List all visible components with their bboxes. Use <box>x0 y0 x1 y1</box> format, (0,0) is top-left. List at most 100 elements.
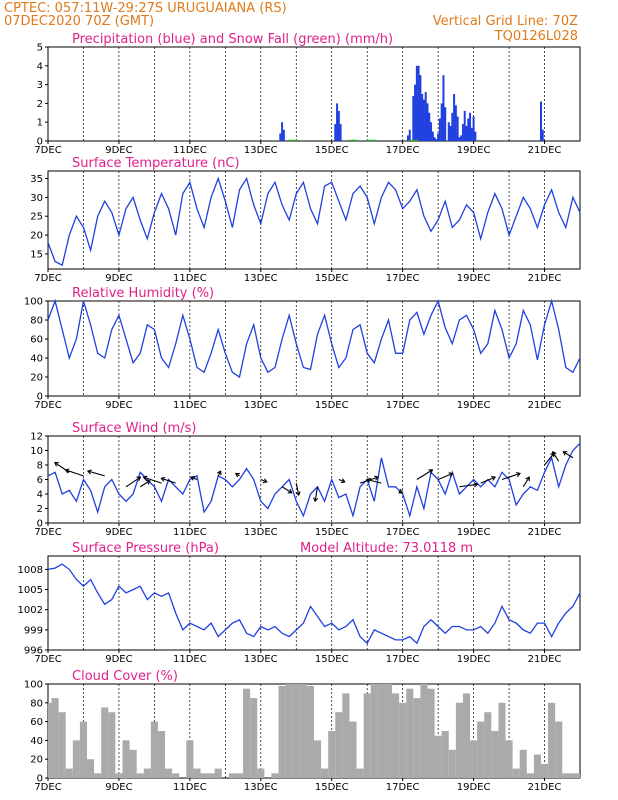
y-tick-label: 8 <box>37 461 43 472</box>
y-tick-label: 30 <box>30 193 43 204</box>
cloud-bar <box>58 712 66 778</box>
snow-bar <box>366 139 373 141</box>
y-tick-label: 5 <box>37 43 43 54</box>
cloud-bar <box>462 693 471 778</box>
cloud-bar <box>342 693 350 778</box>
x-tick-label: 21DEC <box>528 273 562 284</box>
precip-bar <box>339 124 342 141</box>
pressure-line <box>47 563 581 645</box>
wind-vector-head <box>525 476 530 482</box>
wind-vector <box>314 486 319 502</box>
cloud-bar <box>51 698 59 778</box>
x-tick-label: 21DEC <box>528 654 562 665</box>
wind-vector-head <box>287 488 293 494</box>
cloud-bar <box>491 731 499 778</box>
cloud-bar <box>477 721 485 778</box>
cloud-bar <box>65 768 73 778</box>
cloud-bar <box>172 773 180 778</box>
precip-bar <box>447 122 450 141</box>
wind-vector <box>459 483 478 488</box>
y-tick-label: 6 <box>37 475 43 486</box>
wind-vector-head <box>54 462 59 467</box>
y-tick-label: 996 <box>24 646 43 657</box>
cloud-bar <box>79 721 88 778</box>
cloud-bar <box>356 768 364 778</box>
wind-vector <box>143 476 162 484</box>
cloud-bar <box>576 773 580 778</box>
precip-bar <box>449 125 452 141</box>
x-tick-label: 17DEC <box>386 782 420 793</box>
cloud-bar <box>569 773 577 778</box>
cloud-bar <box>200 773 208 778</box>
x-tick-label: 7DEC <box>34 400 61 411</box>
cloud-bar <box>505 740 513 778</box>
cloud-bar <box>87 759 95 778</box>
y-tick-label: 1008 <box>18 565 43 576</box>
y-tick-label: 20 <box>30 373 43 384</box>
y-tick-label: 60 <box>30 335 43 346</box>
cloud-bar <box>129 749 137 778</box>
cloud-bar <box>420 684 428 778</box>
cloud-bar <box>314 740 322 778</box>
cloud-bar <box>271 773 279 778</box>
wind-vector-head <box>136 476 142 482</box>
cloud-bar <box>143 768 151 778</box>
snow-bar <box>369 139 376 141</box>
cloud-bar <box>243 688 251 778</box>
precip-bar <box>438 118 441 141</box>
x-tick-label: 15DEC <box>315 782 349 793</box>
precip-bar <box>281 122 284 141</box>
y-tick-label: 2 <box>37 99 43 110</box>
precip-bar <box>435 139 438 141</box>
wind-vector-head <box>160 476 166 482</box>
wind-vector <box>260 478 268 483</box>
wind-vector-head <box>190 475 195 481</box>
y-tick-label: 40 <box>30 354 43 365</box>
cloud-bar <box>470 740 478 778</box>
cloud-bar <box>228 773 236 778</box>
x-tick-label: 19DEC <box>457 145 491 156</box>
wind-vector-head <box>340 478 346 484</box>
x-tick-label: 21DEC <box>528 145 562 156</box>
cloud-bar <box>136 773 144 778</box>
x-tick-label: 21DEC <box>528 527 562 538</box>
panel-cloud: 0 20 40 60 80 100 7DEC 9DEC 11DEC 13DEC 15DEC 17DEC… <box>24 669 581 793</box>
precip-bar <box>336 103 339 141</box>
precip-bar <box>419 75 422 141</box>
wind-vector-head <box>86 469 92 475</box>
y-tick-label: 3 <box>37 80 43 91</box>
cloud-bar <box>555 721 563 778</box>
cloud-bar <box>306 685 314 778</box>
x-tick-label: 13DEC <box>244 527 278 538</box>
x-tick-label: 13DEC <box>244 400 278 411</box>
x-tick-label: 17DEC <box>386 400 420 411</box>
panel-title: Cloud Cover (%) <box>72 669 178 684</box>
y-tick-label: 2 <box>37 504 43 515</box>
precip-bar <box>437 133 440 141</box>
y-tick-label: 35 <box>30 174 43 185</box>
cloud-bar <box>150 721 158 778</box>
wind-vector-head <box>491 475 497 481</box>
cloud-bar <box>498 702 506 778</box>
cloud-bar <box>455 702 463 778</box>
panel-pressure: 996 999 1002 1005 1008 7DEC 9DEC 11DEC 13DEC 15DE… <box>18 541 581 665</box>
precip-bar <box>417 65 420 141</box>
x-tick-label: 21DEC <box>528 782 562 793</box>
precip-bar <box>442 75 445 141</box>
wind-vector <box>501 472 521 481</box>
cloud-bar <box>548 702 556 778</box>
wind-vector <box>416 469 433 480</box>
y-tick-label: 20 <box>30 755 43 766</box>
y-tick-label: 40 <box>30 736 43 747</box>
panel-annotation: Model Altitude: 73.0118 m <box>300 541 473 556</box>
cloud-bar <box>299 684 307 778</box>
x-tick-label: 9DEC <box>105 654 132 665</box>
cloud-bar <box>349 721 357 778</box>
precip-bar <box>440 103 443 141</box>
x-tick-label: 11DEC <box>173 654 207 665</box>
y-tick-label: 60 <box>30 717 43 728</box>
wind-vector <box>281 486 292 494</box>
y-tick-label: 0 <box>37 774 43 785</box>
precip-bar <box>465 125 468 141</box>
